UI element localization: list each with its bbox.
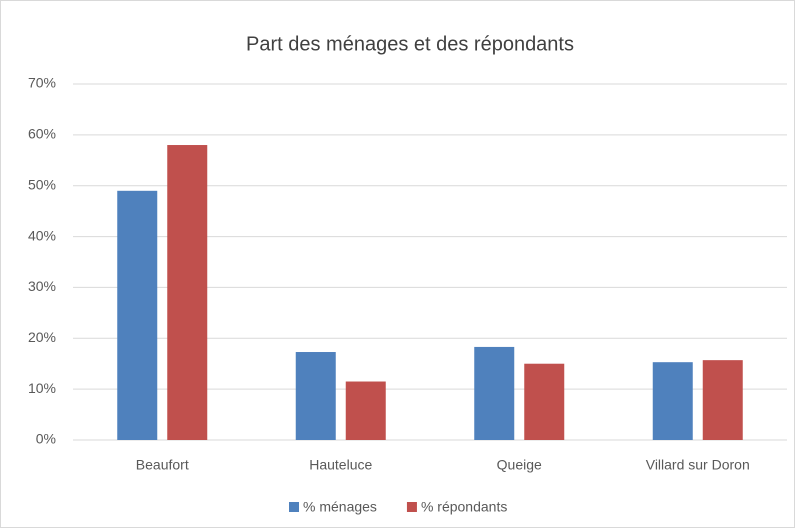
y-tick-label: 10% [28,380,56,396]
legend-swatch [406,502,417,512]
y-tick-label: 50% [28,176,56,192]
bar [702,360,743,440]
y-tick-label: 70% [28,75,56,91]
chart-title: Part des ménages et des répondants [246,33,574,55]
legend-label: % ménages [303,499,377,515]
legend-label: % répondants [421,499,507,515]
bar [295,352,336,440]
bar [652,362,693,440]
bar [345,381,386,440]
bar [474,346,515,440]
legend-swatch [289,502,299,512]
bar [524,363,565,440]
bar [117,190,158,440]
x-tick-label: Hauteluce [309,457,372,473]
y-tick-label: 60% [28,126,56,142]
bar [167,145,208,440]
x-tick-label: Beaufort [136,457,189,473]
x-tick-label: Queige [497,457,542,473]
y-tick-label: 0% [36,431,56,447]
y-tick-label: 40% [28,227,56,243]
y-tick-label: 30% [28,278,56,294]
x-tick-label: Villard sur Doron [646,457,750,473]
y-tick-label: 20% [28,329,56,345]
